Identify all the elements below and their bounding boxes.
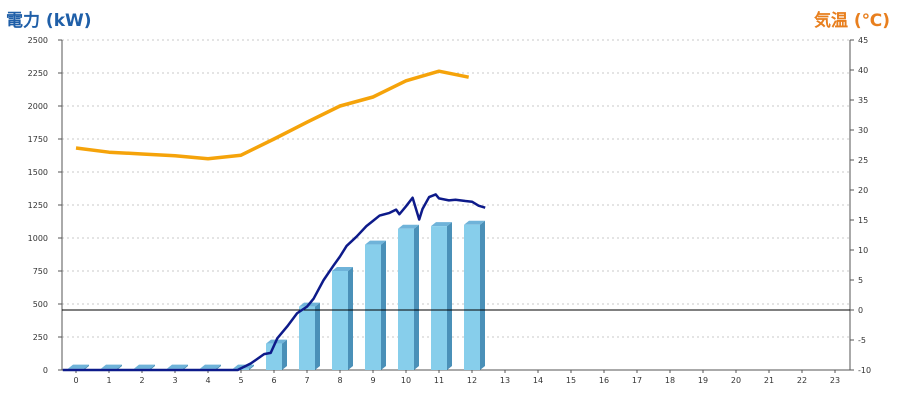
left-tick-label: 250 [33, 333, 48, 342]
left-tick-label: 2250 [28, 69, 48, 78]
left-tick-label: 1750 [28, 135, 48, 144]
x-tick-label: 1 [106, 376, 111, 385]
power-bar [299, 302, 320, 370]
right-tick-label: 35 [858, 96, 868, 105]
right-tick-label: 5 [858, 276, 863, 285]
x-tick-label: 21 [764, 376, 774, 385]
left-tick-label: 2500 [28, 36, 48, 45]
left-tick-label: 750 [33, 267, 48, 276]
x-tick-label: 6 [271, 376, 276, 385]
power-line [62, 193, 486, 372]
x-tick-label: 5 [238, 376, 243, 385]
x-tick-label: 23 [830, 376, 840, 385]
right-tick-label: 40 [858, 66, 868, 75]
power-bar [365, 240, 386, 370]
power-bar [266, 339, 287, 370]
power-bar [431, 222, 452, 370]
x-tick-label: 17 [632, 376, 642, 385]
left-axis-title: 電力 (kW) [6, 11, 92, 31]
power-bar [398, 224, 419, 370]
right-tick-label: 20 [858, 186, 868, 195]
temperature-line [75, 69, 470, 161]
right-tick-label: -10 [858, 366, 871, 375]
x-tick-label: 14 [533, 376, 543, 385]
x-tick-label: 9 [370, 376, 375, 385]
right-axis-title: 気温 (℃) [813, 11, 890, 31]
left-tick-label: 1500 [28, 168, 48, 177]
right-tick-label: 25 [858, 156, 868, 165]
power-bar [464, 220, 485, 370]
x-tick-label: 0 [73, 376, 78, 385]
x-tick-label: 18 [665, 376, 675, 385]
left-tick-label: 1000 [28, 234, 48, 243]
x-tick-label: 22 [797, 376, 807, 385]
power-bar [332, 267, 353, 370]
x-tick-label: 15 [566, 376, 576, 385]
x-tick-label: 2 [139, 376, 144, 385]
right-tick-label: 30 [858, 126, 868, 135]
x-tick-label: 10 [401, 376, 411, 385]
left-tick-label: 1250 [28, 201, 48, 210]
left-tick-label: 500 [33, 300, 48, 309]
left-tick-label: 2000 [28, 102, 48, 111]
x-tick-label: 3 [172, 376, 177, 385]
x-tick-label: 7 [304, 376, 309, 385]
x-tick-label: 4 [205, 376, 210, 385]
right-tick-label: 10 [858, 246, 868, 255]
x-tick-label: 20 [731, 376, 741, 385]
x-tick-label: 16 [599, 376, 609, 385]
x-tick-label: 19 [698, 376, 708, 385]
x-tick-label: 13 [500, 376, 510, 385]
right-tick-label: -5 [858, 336, 866, 345]
x-tick-label: 8 [337, 376, 342, 385]
x-tick-label: 11 [434, 376, 444, 385]
right-tick-label: 45 [858, 36, 868, 45]
right-tick-label: 0 [858, 306, 863, 315]
right-tick-label: 15 [858, 216, 868, 225]
left-tick-label: 0 [43, 366, 48, 375]
x-tick-label: 12 [467, 376, 477, 385]
